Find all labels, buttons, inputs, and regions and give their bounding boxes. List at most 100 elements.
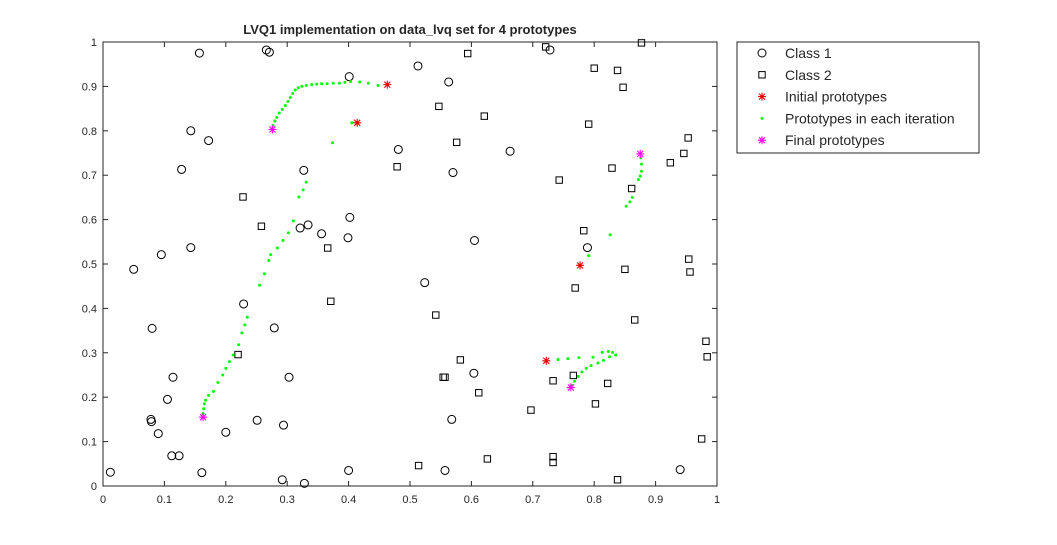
- final-prototypes-point: [636, 149, 645, 158]
- x-tick-label: 0.4: [341, 494, 356, 506]
- prototypes-in-each-iteration-point: [291, 92, 295, 96]
- prototypes-in-each-iteration-point: [275, 115, 279, 119]
- class-2-point: [631, 316, 639, 324]
- legend-label-initial-prototypes: Initial prototypes: [785, 89, 887, 105]
- class-1-point: [252, 415, 262, 425]
- y-tick-label: 0.1: [82, 437, 97, 449]
- prototypes-in-each-iteration-point: [376, 84, 380, 88]
- prototypes-in-each-iteration-point: [587, 254, 591, 258]
- y-tick-label: 0.5: [82, 259, 97, 271]
- prototypes-in-each-iteration-point: [269, 253, 273, 257]
- prototypes-in-each-iteration-point: [258, 283, 262, 287]
- class-2-point: [685, 255, 693, 263]
- class-1-point: [447, 414, 457, 424]
- prototypes-in-each-iteration-point: [296, 86, 300, 90]
- class-2-point: [604, 379, 612, 388]
- prototypes-in-each-iteration-point: [315, 82, 319, 86]
- y-tick-label: 1: [91, 37, 97, 49]
- prototypes-in-each-iteration-point: [331, 141, 335, 145]
- y-tick-label: 0.9: [82, 81, 97, 93]
- x-tick-label: 0.9: [648, 494, 663, 506]
- prototypes-in-each-iteration-point: [227, 360, 231, 364]
- class-1-point: [344, 465, 354, 475]
- prototypes-in-each-iteration-point: [310, 83, 314, 87]
- legend-label-final-prototypes: Final prototypes: [785, 132, 885, 148]
- initial-prototypes-point: [576, 261, 585, 270]
- prototypes-in-each-iteration-point: [630, 195, 634, 199]
- x-tick-label: 0.5: [402, 494, 417, 506]
- final-prototypes-point: [566, 383, 575, 392]
- x-tick-label: 1: [714, 494, 720, 506]
- prototypes-in-each-iteration-point: [343, 80, 347, 84]
- class-2-point: [684, 134, 692, 142]
- prototypes-in-each-iteration-point: [320, 82, 324, 86]
- prototypes-in-each-iteration-point: [628, 200, 632, 204]
- class-1-point: [295, 223, 305, 233]
- x-tick-label: 0.1: [157, 494, 172, 506]
- class-2-point: [637, 39, 646, 47]
- series-initial-prototypes: [353, 80, 585, 365]
- class-2-point: [580, 227, 588, 235]
- class-1-point: [174, 451, 184, 461]
- prototypes-in-each-iteration-point: [237, 343, 241, 347]
- class-2-point: [239, 193, 247, 201]
- prototypes-in-each-iteration-point: [300, 84, 304, 88]
- class-1-point: [261, 45, 271, 55]
- y-tick-label: 0.7: [82, 170, 97, 182]
- legend-label-class-2: Class 2: [785, 67, 832, 83]
- class-1-point: [277, 475, 287, 485]
- prototypes-in-each-iteration-point: [204, 398, 208, 402]
- prototypes-in-each-iteration-point: [291, 219, 295, 223]
- legend-marker-class-1: [757, 48, 767, 58]
- prototypes-in-each-iteration-point: [624, 204, 628, 208]
- x-tick-label: 0: [100, 494, 106, 506]
- class-2-point: [619, 83, 627, 91]
- legend-marker-initial-prototypes: [758, 92, 766, 101]
- prototypes-in-each-iteration-point: [293, 88, 297, 92]
- legend-label-class-1: Class 1: [785, 45, 832, 61]
- class-2-point: [464, 49, 472, 58]
- class-2-point: [435, 102, 443, 111]
- class-2-point: [549, 452, 557, 461]
- class-1-point: [129, 264, 139, 274]
- class-1-point: [177, 164, 187, 174]
- y-tick-label: 0: [91, 481, 97, 493]
- x-tick-label: 0.2: [218, 494, 233, 506]
- prototypes-in-each-iteration-point: [286, 231, 290, 235]
- prototypes-in-each-iteration-point: [304, 180, 308, 184]
- class-1-point: [675, 465, 685, 475]
- class-2-point: [702, 337, 710, 345]
- y-tick-label: 0.6: [82, 215, 97, 227]
- class-2-point: [432, 311, 440, 319]
- class-1-point: [448, 168, 458, 178]
- prototypes-in-each-iteration-point: [331, 81, 335, 85]
- class-1-point: [147, 323, 157, 333]
- class-1-point: [162, 394, 172, 404]
- prototypes-in-each-iteration-point: [576, 374, 580, 378]
- class-2-point: [666, 159, 675, 167]
- class-2-point: [475, 389, 483, 397]
- prototypes-in-each-iteration-point: [240, 331, 244, 335]
- prototypes-in-each-iteration-point: [608, 233, 612, 237]
- class-2-point: [680, 149, 688, 158]
- class-1-point: [186, 126, 196, 136]
- prototypes-in-each-iteration-point: [221, 373, 225, 377]
- class-2-point: [483, 455, 492, 463]
- class-2-point: [584, 120, 593, 128]
- y-tick-label: 0.8: [82, 126, 97, 138]
- prototypes-in-each-iteration-point: [262, 272, 266, 276]
- class-2-point: [257, 222, 266, 230]
- class-2-point: [327, 297, 335, 305]
- prototypes-in-each-iteration-point: [614, 353, 618, 357]
- class-2-point: [686, 268, 694, 276]
- class-1-point: [317, 229, 327, 239]
- series-class-2: [234, 39, 711, 484]
- final-prototypes-point: [268, 125, 277, 134]
- class-1-point: [186, 243, 196, 253]
- class-2-point: [234, 350, 242, 359]
- prototypes-in-each-iteration-point: [601, 358, 605, 362]
- prototypes-in-each-iteration-point: [577, 356, 581, 360]
- class-1-point: [299, 478, 309, 488]
- prototypes-in-each-iteration-point: [281, 238, 285, 242]
- class-2-point: [414, 461, 423, 470]
